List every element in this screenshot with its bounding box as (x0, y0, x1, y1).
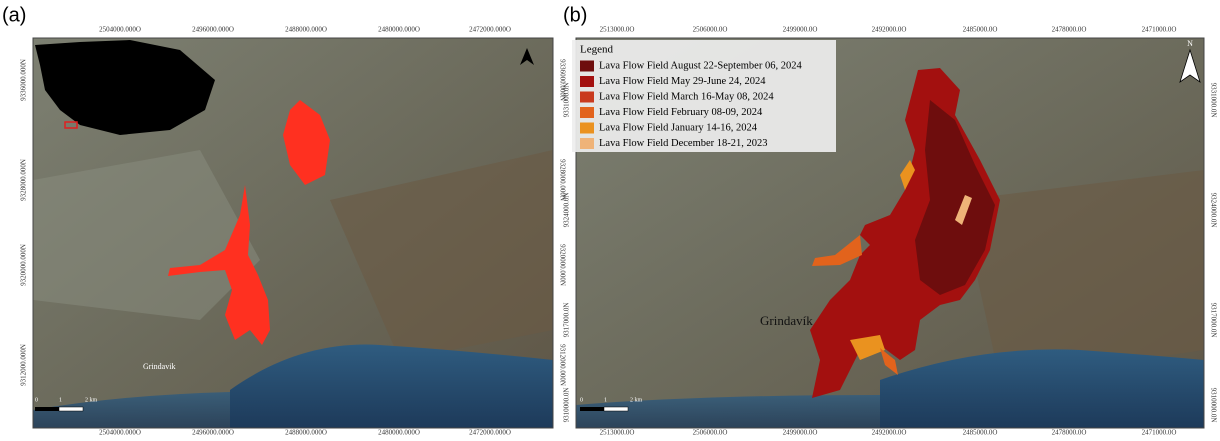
y-coordinate: 9317000.0N (1209, 303, 1217, 338)
x-coordinate: 2506000.0O (693, 26, 728, 34)
x-coordinate: 2499000.0O (783, 26, 818, 34)
legend-label: Lava Flow Field August 22-September 06, … (599, 60, 802, 71)
scale-bar (580, 407, 604, 411)
legend-swatch (580, 107, 594, 118)
y-coordinate: 9320000.000N (20, 244, 28, 286)
legend-swatch (580, 92, 594, 103)
y-coordinate: 9320000.000N (558, 244, 566, 286)
x-coordinate: 2496000.000O (192, 26, 234, 34)
x-coordinate: 2480000.000O (378, 429, 420, 436)
x-coordinate: 2488000.000O (285, 429, 327, 436)
x-coordinate: 2492000.0O (872, 429, 907, 436)
x-coordinate: 2485000.0O (963, 26, 998, 34)
legend-label: Lava Flow Field March 16-May 08, 2024 (599, 91, 774, 102)
y-coordinate: 9328000.000N (20, 159, 28, 201)
legend-swatch (580, 61, 594, 72)
x-coordinate: 2478000.0O (1052, 429, 1087, 436)
x-coordinate: 2506000.0O (693, 429, 728, 436)
scale-label: 0 (580, 397, 583, 403)
scale-bar (604, 407, 628, 411)
map-a (33, 38, 553, 428)
scale-bar (35, 407, 59, 411)
x-coordinate: 2488000.000O (285, 26, 327, 34)
scale-bar (59, 407, 83, 411)
x-coordinate: 2504000.000O (99, 26, 141, 34)
place-name: Grindavik (143, 362, 175, 371)
x-coordinate: 2471000.0O (1142, 429, 1177, 436)
x-coordinate: 2472000.000O (469, 429, 511, 436)
y-coordinate: 9324000.0N (563, 193, 571, 228)
legend-label: Lava Flow Field January 14-16, 2024 (599, 122, 758, 133)
y-coordinate: 9324000.0N (1209, 193, 1217, 228)
legend-label: Lava Flow Field December 18-21, 2023 (599, 138, 768, 149)
legend-swatch (580, 138, 594, 149)
scale-label: 1 (604, 397, 607, 403)
legend-label: Lava Flow Field February 08-09, 2024 (599, 107, 763, 118)
north-label: N (1187, 39, 1193, 48)
x-coordinate: 2504000.000O (99, 429, 141, 436)
legend-label: Lava Flow Field May 29-June 24, 2024 (599, 76, 766, 87)
x-coordinate: 2485000.0O (963, 429, 998, 436)
x-coordinate: 2496000.000O (192, 429, 234, 436)
scale-label: 0 (35, 397, 38, 403)
scale-label: 1 (59, 397, 62, 403)
x-coordinate: 2480000.000O (378, 26, 420, 34)
x-coordinate: 2513000.0O (600, 26, 635, 34)
scale-label: 2 km (85, 397, 98, 403)
y-coordinate: 9331000.0N (1209, 83, 1217, 118)
x-coordinate: 2513000.0O (600, 429, 635, 436)
x-coordinate: 2492000.0O (872, 26, 907, 34)
y-coordinate: 9331000.0N (563, 83, 571, 118)
scale-label: 2 km (630, 397, 643, 403)
legend-swatch (580, 76, 594, 87)
panel-label: (b) (563, 4, 587, 26)
y-coordinate: 9336000.000N (20, 59, 28, 101)
x-coordinate: 2472000.000O (469, 26, 511, 34)
y-coordinate: 9310000.0N (563, 388, 571, 423)
x-coordinate: 2471000.0O (1142, 26, 1177, 34)
legend-title: Legend (580, 44, 613, 56)
figure: (a) 2504000.000O 2504000.000O 2496000.000O 2… (0, 0, 1220, 436)
y-coordinate: 9312000.000N (558, 344, 566, 386)
y-coordinate: 9312000.000N (20, 344, 28, 386)
x-coordinate: 2478000.0O (1052, 26, 1087, 34)
place-name: Grindavík (760, 313, 813, 328)
y-coordinate: 9310000.0N (1209, 388, 1217, 423)
legend-swatch (580, 123, 594, 134)
panel-label: (a) (2, 4, 26, 26)
y-coordinate: 9317000.0N (563, 303, 571, 338)
x-coordinate: 2499000.0O (783, 429, 818, 436)
